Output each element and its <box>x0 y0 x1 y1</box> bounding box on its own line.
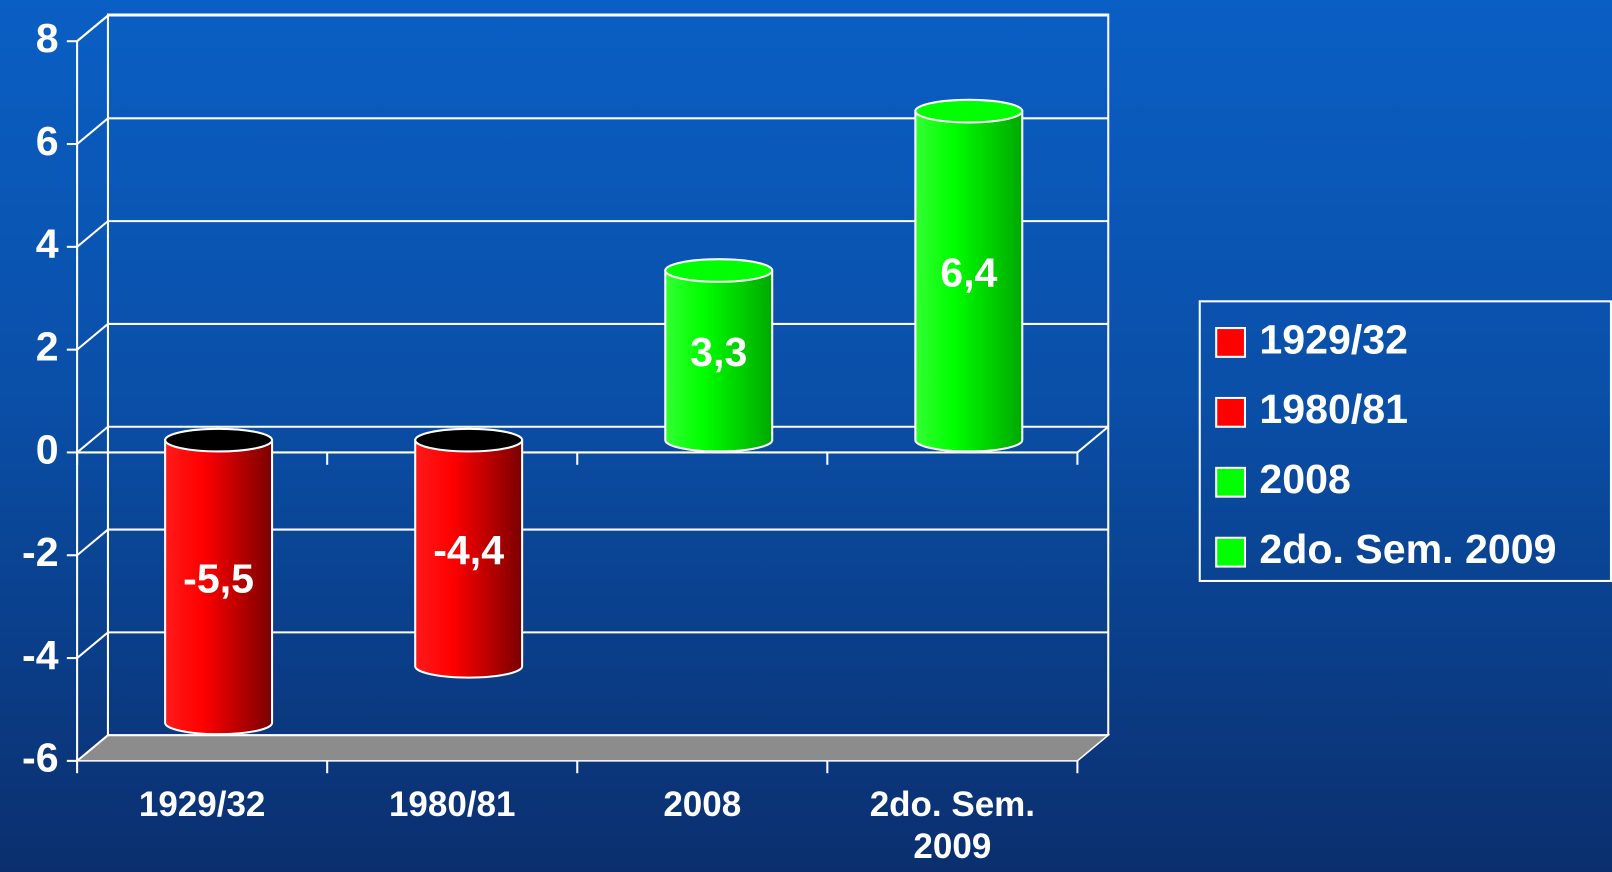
cylinder: 6,4 <box>914 98 1024 453</box>
bar <box>414 439 524 679</box>
bar-top <box>914 98 1024 124</box>
legend-swatch <box>1215 536 1247 568</box>
value-label: 3,3 <box>690 329 747 375</box>
grid-line-side <box>76 425 109 454</box>
value-label: 6,4 <box>940 249 997 295</box>
y-tick-label: -6 <box>22 735 59 781</box>
x-axis-side <box>1076 425 1109 454</box>
bar <box>664 269 774 453</box>
legend-label: 1929/32 <box>1259 316 1408 362</box>
y-tick-label: 0 <box>36 426 59 472</box>
legend-label: 1980/81 <box>1259 386 1408 432</box>
grid-line-side <box>76 323 109 351</box>
floor <box>74 734 1111 762</box>
y-tick-label: -4 <box>22 632 59 678</box>
grid-line-side <box>76 528 109 557</box>
y-tick-label: 6 <box>36 118 59 164</box>
grid-line-side <box>76 734 109 762</box>
value-label: -4,4 <box>433 527 504 573</box>
x-tick-label: 2do. Sem. 2009 <box>869 784 1036 866</box>
value-label: -5,5 <box>183 555 254 601</box>
cylinder: -4,4 <box>414 427 524 679</box>
grid-line-side <box>76 14 109 43</box>
y-tick-label: 2 <box>36 324 59 370</box>
bar <box>164 439 274 736</box>
bar-top <box>664 258 774 283</box>
cylinder: 3,3 <box>664 258 774 453</box>
legend-swatch <box>1215 327 1247 358</box>
bar-top <box>414 427 524 453</box>
cylinder: -5,5 <box>164 427 274 736</box>
x-tick-label: 2008 <box>663 784 742 824</box>
y-tick-label: 8 <box>36 15 59 61</box>
x-tick-label: 1929/32 <box>138 784 266 824</box>
legend-label: 2008 <box>1259 456 1350 502</box>
legend-box <box>1198 300 1612 582</box>
legend-swatch <box>1215 396 1247 428</box>
y-tick-label: 4 <box>36 221 59 267</box>
grid-line-side <box>76 117 109 145</box>
legend-label: 2do. Sem. 2009 <box>1259 526 1556 572</box>
legend-swatch <box>1215 466 1247 498</box>
bar-top <box>164 427 274 453</box>
bar <box>914 110 1024 453</box>
grid-line-side <box>76 220 109 248</box>
x-tick-label: 1980/81 <box>388 784 516 824</box>
grid-line-side <box>76 631 109 659</box>
y-tick-label: -2 <box>22 529 59 575</box>
